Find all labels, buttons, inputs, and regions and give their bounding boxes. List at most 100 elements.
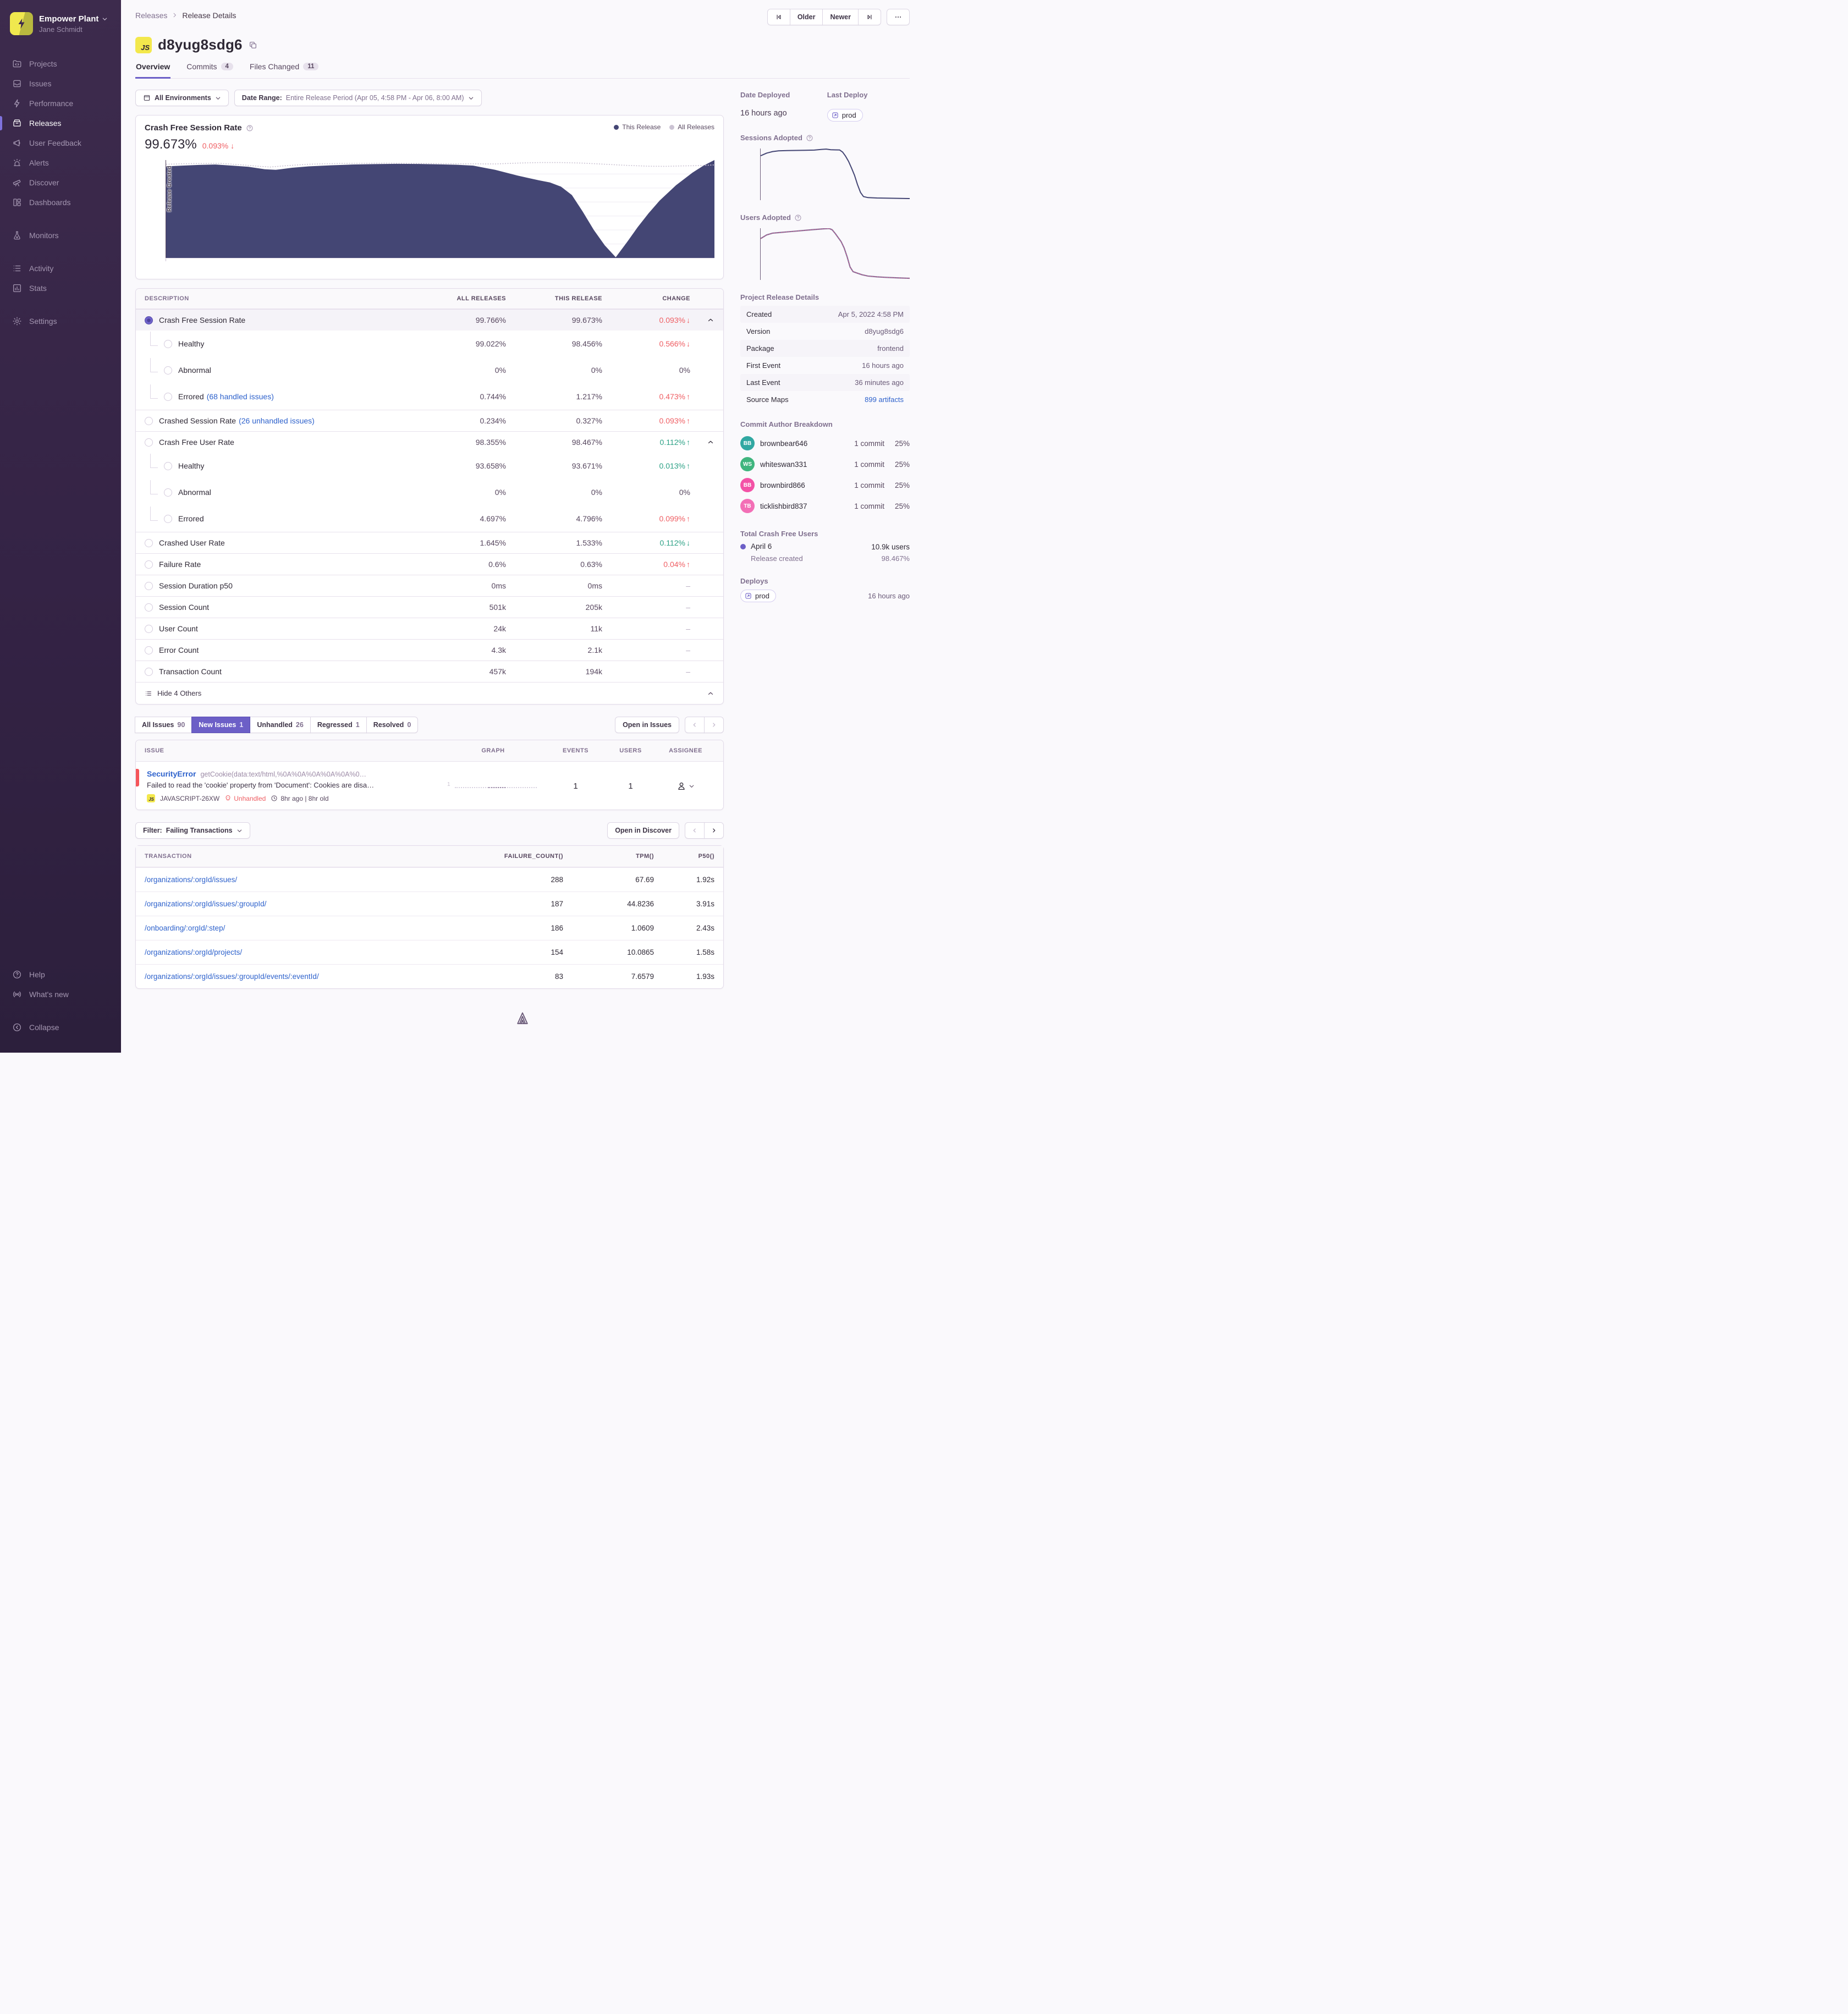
metric-radio[interactable]: [164, 392, 172, 401]
tab[interactable]: Commits 4: [186, 62, 234, 79]
breadcrumb-releases-link[interactable]: Releases: [135, 11, 168, 20]
org-switcher[interactable]: Empower Plant Jane Schmidt: [0, 8, 121, 40]
issue-filter-tab[interactable]: Resolved 0: [366, 717, 419, 733]
sidebar-footer-item[interactable]: Help: [0, 965, 121, 984]
metric-issues-link[interactable]: (26 unhandled issues): [239, 416, 315, 425]
detail-label: Source Maps: [746, 395, 789, 404]
sidebar-item[interactable]: Discover: [0, 173, 121, 192]
help-circle-icon[interactable]: [794, 214, 802, 222]
metric-row[interactable]: Errored (68 handled issues) 0.744% 1.217…: [136, 383, 723, 410]
metric-radio[interactable]: [145, 603, 153, 612]
transactions-prev-button[interactable]: [685, 822, 705, 839]
transaction-link[interactable]: /organizations/:orgId/issues/: [145, 876, 238, 884]
metric-radio[interactable]: [145, 667, 153, 676]
metric-row[interactable]: Crash Free User Rate 98.355% 98.467% 0.1…: [136, 431, 723, 453]
sidebar-item[interactable]: User Feedback: [0, 133, 121, 153]
metric-row[interactable]: Crash Free Session Rate 99.766% 99.673% …: [136, 309, 723, 331]
issue-filter-tab[interactable]: New Issues 1: [191, 717, 251, 733]
sidebar-item[interactable]: Releases: [0, 113, 121, 133]
metric-row[interactable]: Abnormal 0% 0% 0%: [136, 357, 723, 383]
metric-issues-link[interactable]: (68 handled issues): [206, 392, 274, 401]
all-releases-value: 501k: [489, 603, 506, 612]
more-options-button[interactable]: [887, 9, 910, 25]
transaction-filter[interactable]: Filter: Failing Transactions: [135, 822, 250, 839]
metric-radio[interactable]: [164, 339, 172, 348]
transaction-link[interactable]: /organizations/:orgId/issues/:groupId/ev…: [145, 972, 319, 981]
metric-radio[interactable]: [164, 488, 172, 497]
transaction-row[interactable]: /onboarding/:orgId/:step/ 186 1.0609 2.4…: [136, 916, 723, 940]
sidebar-item[interactable]: Performance: [0, 93, 121, 113]
sidebar-footer-item[interactable]: What's new: [0, 984, 121, 1004]
help-circle-icon[interactable]: [806, 134, 813, 142]
metric-row[interactable]: Errored 4.697% 4.796% 0.099% ↑: [136, 505, 723, 532]
sidebar-item[interactable]: Activity: [0, 258, 121, 278]
metric-row[interactable]: Healthy 93.658% 93.671% 0.013% ↑: [136, 453, 723, 479]
metric-radio[interactable]: [145, 560, 153, 569]
tab[interactable]: Overview: [135, 62, 171, 79]
metric-row[interactable]: User Count 24k 11k –: [136, 618, 723, 639]
help-circle-icon[interactable]: [246, 124, 254, 132]
metric-radio[interactable]: [145, 646, 153, 654]
sidebar-item[interactable]: Monitors: [0, 225, 121, 245]
metric-radio[interactable]: [145, 624, 153, 633]
chevron-up-icon[interactable]: [707, 316, 714, 324]
transaction-link[interactable]: /onboarding/:orgId/:step/: [145, 924, 226, 932]
change-value: –: [686, 646, 690, 654]
metric-row[interactable]: Error Count 4.3k 2.1k –: [136, 639, 723, 661]
transactions-next-button[interactable]: [704, 822, 724, 839]
copy-icon[interactable]: [249, 41, 257, 49]
transaction-row[interactable]: /organizations/:orgId/issues/:groupId/ 1…: [136, 892, 723, 916]
sidebar-footer-item[interactable]: Collapse: [0, 1017, 121, 1037]
metric-radio[interactable]: [145, 538, 153, 547]
issue-title-link[interactable]: SecurityError: [147, 769, 196, 778]
transaction-row[interactable]: /organizations/:orgId/issues/ 288 67.69 …: [136, 867, 723, 892]
issues-prev-button[interactable]: [685, 717, 705, 733]
metric-radio[interactable]: [164, 514, 172, 523]
issue-row[interactable]: SecurityError getCookie(data:text/html,%…: [136, 762, 723, 810]
issue-filter-tab[interactable]: All Issues 90: [135, 717, 193, 733]
metric-radio[interactable]: [164, 461, 172, 470]
metric-radio[interactable]: [145, 416, 153, 425]
chevron-up-icon[interactable]: [707, 438, 714, 446]
metric-row[interactable]: Transaction Count 457k 194k –: [136, 661, 723, 682]
metric-row[interactable]: Abnormal 0% 0% 0%: [136, 479, 723, 505]
sidebar-item[interactable]: Projects: [0, 54, 121, 74]
metric-row[interactable]: Session Duration p50 0ms 0ms –: [136, 575, 723, 596]
issues-next-button[interactable]: [704, 717, 724, 733]
sidebar-item[interactable]: Alerts: [0, 153, 121, 173]
assignee-selector[interactable]: [657, 781, 714, 791]
prod-deploy-pill[interactable]: prod: [827, 109, 863, 122]
metric-row[interactable]: Session Count 501k 205k –: [136, 596, 723, 618]
sidebar-item[interactable]: Stats: [0, 278, 121, 298]
transaction-link[interactable]: /organizations/:orgId/issues/:groupId/: [145, 900, 267, 908]
sidebar-item[interactable]: Settings: [0, 311, 121, 331]
transaction-link[interactable]: /organizations/:orgId/projects/: [145, 948, 243, 956]
environment-filter[interactable]: All Environments: [135, 90, 229, 106]
older-button[interactable]: Older: [789, 9, 823, 25]
metric-row[interactable]: Failure Rate 0.6% 0.63% 0.04% ↑: [136, 553, 723, 575]
metric-radio[interactable]: [145, 581, 153, 590]
newer-button[interactable]: Newer: [822, 9, 859, 25]
issue-filter-tab[interactable]: Unhandled 26: [250, 717, 311, 733]
hide-others-toggle[interactable]: Hide 4 Others: [136, 682, 723, 704]
sidebar-item[interactable]: Dashboards: [0, 192, 121, 212]
open-in-issues-button[interactable]: Open in Issues: [615, 717, 679, 733]
metric-row[interactable]: Crashed Session Rate (26 unhandled issue…: [136, 410, 723, 431]
change-value: –: [686, 624, 690, 633]
transaction-row[interactable]: /organizations/:orgId/projects/ 154 10.0…: [136, 940, 723, 964]
prod-deploy-pill[interactable]: prod: [740, 589, 777, 602]
issue-filter-tab[interactable]: Regressed 1: [310, 717, 367, 733]
metric-radio[interactable]: [145, 438, 153, 447]
sidebar-item[interactable]: Issues: [0, 74, 121, 93]
transaction-row[interactable]: /organizations/:orgId/issues/:groupId/ev…: [136, 964, 723, 988]
open-in-discover-button[interactable]: Open in Discover: [607, 822, 679, 839]
metric-row[interactable]: Healthy 99.022% 98.456% 0.566% ↓: [136, 331, 723, 357]
date-range-filter[interactable]: Date Range: Entire Release Period (Apr 0…: [234, 90, 482, 106]
metric-row[interactable]: Crashed User Rate 1.645% 1.533% 0.112% ↓: [136, 532, 723, 553]
p50-value: 1.93s: [696, 972, 714, 981]
metric-radio[interactable]: [145, 316, 153, 324]
tab[interactable]: Files Changed 11: [249, 62, 319, 79]
metric-radio[interactable]: [164, 366, 172, 375]
first-release-button[interactable]: [767, 9, 790, 25]
last-release-button[interactable]: [858, 9, 881, 25]
